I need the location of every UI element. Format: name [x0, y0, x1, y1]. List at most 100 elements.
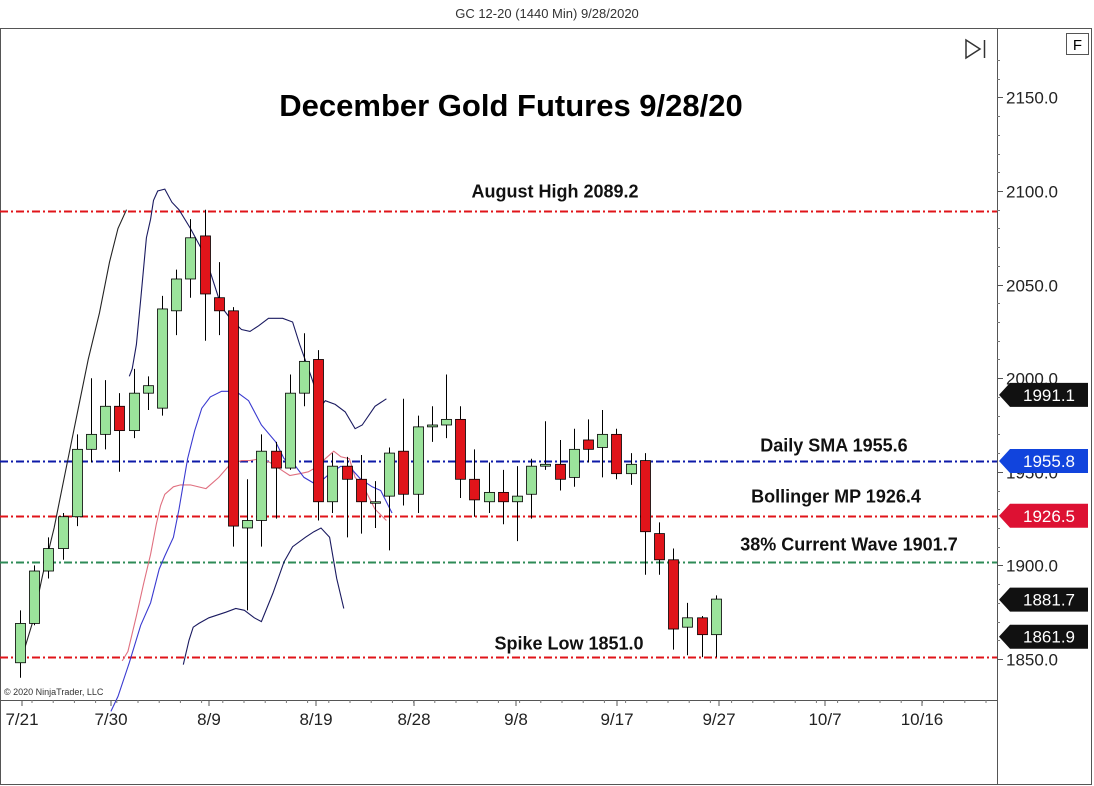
- candle: [228, 307, 239, 547]
- candlesticks: [15, 209, 722, 678]
- price-flag: 1991.1: [999, 382, 1088, 407]
- candle: [583, 419, 594, 463]
- candle-body: [540, 463, 551, 467]
- candle-body: [214, 297, 225, 312]
- candle: [185, 219, 196, 298]
- candle: [682, 602, 693, 656]
- candle-body: [129, 392, 140, 432]
- candle: [654, 522, 665, 575]
- candle: [611, 428, 622, 480]
- f-button[interactable]: F: [1066, 33, 1089, 55]
- x-axis: 7/21 7/30 8/9 8/19 8/28 9/8 9/17 9/27 10/7 10/16: [5, 700, 987, 729]
- candle-body: [242, 520, 253, 529]
- candle: [398, 398, 409, 506]
- candle: [86, 378, 97, 463]
- candle: [327, 453, 338, 513]
- candle: [711, 595, 722, 658]
- candle-body: [157, 308, 168, 409]
- x-tick-label: 10/7: [808, 710, 841, 729]
- price-flag-box: [999, 448, 1088, 473]
- candle: [697, 615, 708, 658]
- chart-title: December Gold Futures 9/28/20: [279, 88, 742, 123]
- x-tick-label: 8/19: [299, 710, 332, 729]
- candle-body: [498, 491, 509, 503]
- candle-body: [185, 237, 196, 280]
- candle: [171, 269, 182, 336]
- candle: [256, 434, 267, 547]
- price-flag: 1861.9: [999, 624, 1088, 649]
- candle: [299, 333, 310, 407]
- candle-body: [228, 310, 239, 527]
- candle-body: [72, 448, 83, 518]
- candle: [498, 469, 509, 525]
- candle-body: [86, 433, 97, 450]
- candle-body: [15, 623, 26, 664]
- scroll-to-end-icon[interactable]: [965, 38, 986, 60]
- chart-header: GC 12-20 (1440 Min) 9/28/2020: [455, 6, 639, 21]
- candle-body: [29, 570, 40, 624]
- candle: [455, 406, 466, 499]
- candle: [72, 434, 83, 527]
- candle-body: [327, 465, 338, 503]
- candle-body: [43, 548, 54, 572]
- candle: [626, 453, 637, 485]
- candle-body: [597, 433, 608, 448]
- candle-body: [441, 418, 452, 426]
- price-flag-box: [999, 382, 1088, 407]
- candle: [370, 481, 381, 528]
- y-tick-label: 1900.0: [1006, 557, 1058, 576]
- candle-body: [512, 495, 523, 503]
- candle: [441, 374, 452, 439]
- candle: [342, 456, 353, 538]
- level-label: Bollinger MP 1926.4: [751, 487, 921, 507]
- candle-body: [484, 491, 495, 503]
- candle-body: [455, 418, 466, 480]
- candle-body: [58, 516, 69, 549]
- candle: [526, 458, 537, 519]
- price-flag-label: 1926.5: [1023, 507, 1075, 526]
- candle: [285, 374, 296, 470]
- candle: [313, 350, 324, 521]
- candle: [157, 295, 168, 416]
- y-tick-label: 1850.0: [1006, 651, 1058, 670]
- price-flag-label: 1991.1: [1023, 386, 1075, 405]
- candle-body: [271, 450, 282, 469]
- candle: [242, 479, 253, 611]
- candle: [668, 548, 679, 650]
- candle: [512, 466, 523, 542]
- price-flag: 1955.8: [999, 448, 1088, 473]
- candle-body: [313, 359, 324, 503]
- level-label: 38% Current Wave 1901.7: [740, 535, 957, 555]
- candle: [15, 610, 26, 678]
- bollinger-upper-line: [128, 188, 387, 430]
- copyright-text: © 2020 NinjaTrader, LLC: [4, 687, 104, 697]
- candle-body: [342, 465, 353, 480]
- candle-body: [697, 617, 708, 636]
- bollinger-mid-line: [121, 450, 387, 662]
- price-flag-label: 1955.8: [1023, 452, 1075, 471]
- y-tick-label: 2100.0: [1006, 183, 1058, 202]
- candle-body: [469, 478, 480, 501]
- candle: [413, 415, 424, 513]
- candle-body: [256, 450, 267, 521]
- candle-body: [427, 424, 438, 428]
- candle-body: [640, 460, 651, 533]
- candle: [640, 453, 651, 575]
- candle: [356, 454, 367, 534]
- candle: [214, 262, 225, 336]
- candle: [469, 449, 480, 517]
- candle-body: [611, 433, 622, 475]
- x-tick-label: 10/16: [901, 710, 944, 729]
- candle-body: [555, 463, 566, 480]
- candle-body: [654, 533, 665, 561]
- x-tick-label: 9/17: [600, 710, 633, 729]
- candle-body: [299, 360, 310, 394]
- x-tick-label: 8/9: [197, 710, 221, 729]
- candle: [58, 512, 69, 560]
- y-tick-label: 2150.0: [1006, 89, 1058, 108]
- level-label: August High 2089.2: [471, 182, 638, 202]
- candle: [114, 393, 125, 472]
- candle-body: [711, 598, 722, 636]
